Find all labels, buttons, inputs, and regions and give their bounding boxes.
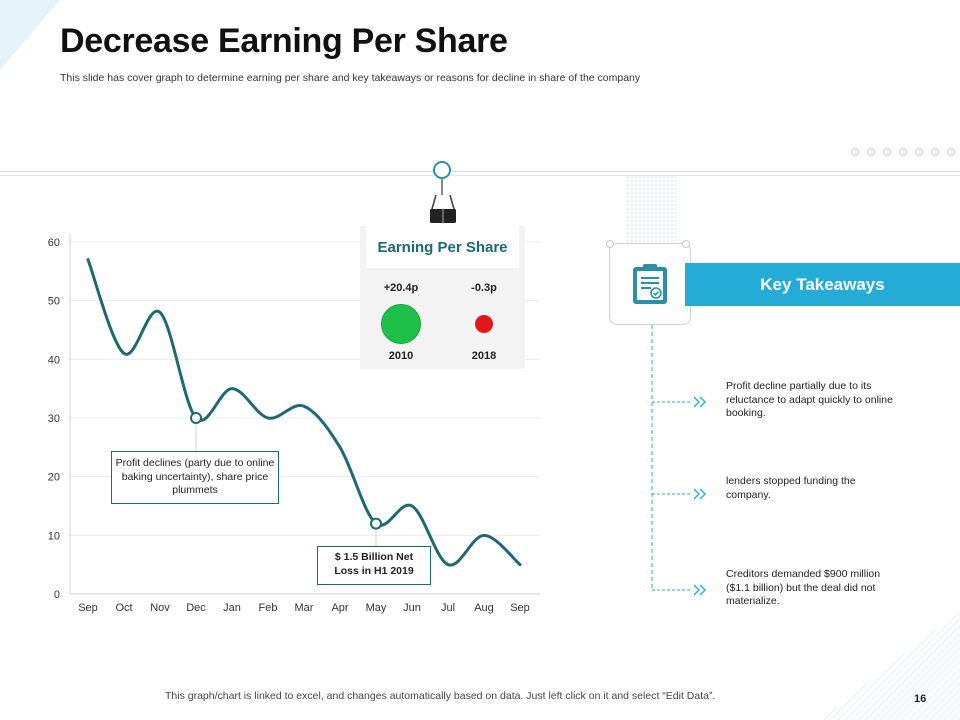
takeaway-item-1: Profit decline partially due to its relu… [726,380,893,419]
red-indicator-dot [475,315,493,333]
annotation-net-loss: $ 1.5 Billion Net Loss in H1 2019 [317,546,431,585]
binder-clip-icon [430,194,456,223]
double-chevron-right-icon [693,396,706,408]
pin-stem [441,179,443,195]
eps-year: 2018 [471,350,497,362]
clipboard-check-icon [609,243,691,325]
footer-note: This graph/chart is linked to excel, and… [165,690,716,702]
double-chevron-right-icon [693,488,706,500]
annotation-profit-declines: Profit declines (party due to online bak… [111,451,279,504]
corner-pattern [820,610,960,720]
y-tick-label: 10 [48,530,60,542]
decorative-dots [851,148,955,156]
pin-circle-icon [433,161,451,179]
x-tick-label: Oct [115,602,132,614]
series-line-eps [86,258,522,567]
eps-value: +20.4p [383,282,419,294]
x-tick-label: Jan [223,602,241,614]
x-tick-label: Jun [403,602,421,614]
eps-item-2018: -0.3p 2018 [443,282,525,362]
page-subtitle: This slide has cover graph to determine … [60,72,641,84]
dot-pattern [626,175,676,245]
x-tick-label: May [366,602,387,614]
y-tick-label: 0 [54,589,60,601]
page-number: 16 [914,693,927,705]
x-tick-label: Feb [259,602,278,614]
divider-line [0,171,960,172]
y-tick-label: 60 [48,237,60,249]
x-tick-label: Nov [150,602,170,614]
kt-corner-dot [682,240,690,248]
x-tick-label: Aug [474,602,494,614]
x-tick-label: Dec [186,602,206,614]
takeaway-item-3: Creditors demanded $900 million ($1.1 bi… [726,568,881,607]
y-tick-label: 20 [48,472,60,484]
highlight-point-marker [370,517,382,530]
highlight-point-marker [190,412,202,424]
takeaway-item-2: lenders stopped funding the company. [726,475,856,501]
divider-line-secondary [0,175,960,176]
y-tick-label: 50 [48,296,60,308]
eps-year: 2010 [388,350,414,362]
x-tick-label: Sep [510,602,530,614]
eps-item-2010: +20.4p 2010 [360,282,442,362]
x-tick-label: Sep [78,602,98,614]
double-chevron-right-icon [693,584,706,596]
key-takeaways-header: Key Takeaways [685,263,960,306]
kt-corner-dot [606,240,614,248]
x-tick-label: Jul [441,602,455,614]
takeaway-connectors [651,325,692,591]
eps-card-title: Earning Per Share [366,226,519,268]
page-title: Decrease Earning Per Share [60,22,508,60]
green-indicator-dot [381,304,421,344]
y-tick-label: 40 [48,354,60,366]
eps-value: -0.3p [471,282,497,294]
x-tick-label: Apr [331,602,348,614]
x-tick-label: Mar [295,602,314,614]
y-tick-label: 30 [48,413,60,425]
eps-card: Earning Per Share +20.4p 2010 -0.3p 2018 [360,226,525,369]
corner-decoration [0,0,60,70]
